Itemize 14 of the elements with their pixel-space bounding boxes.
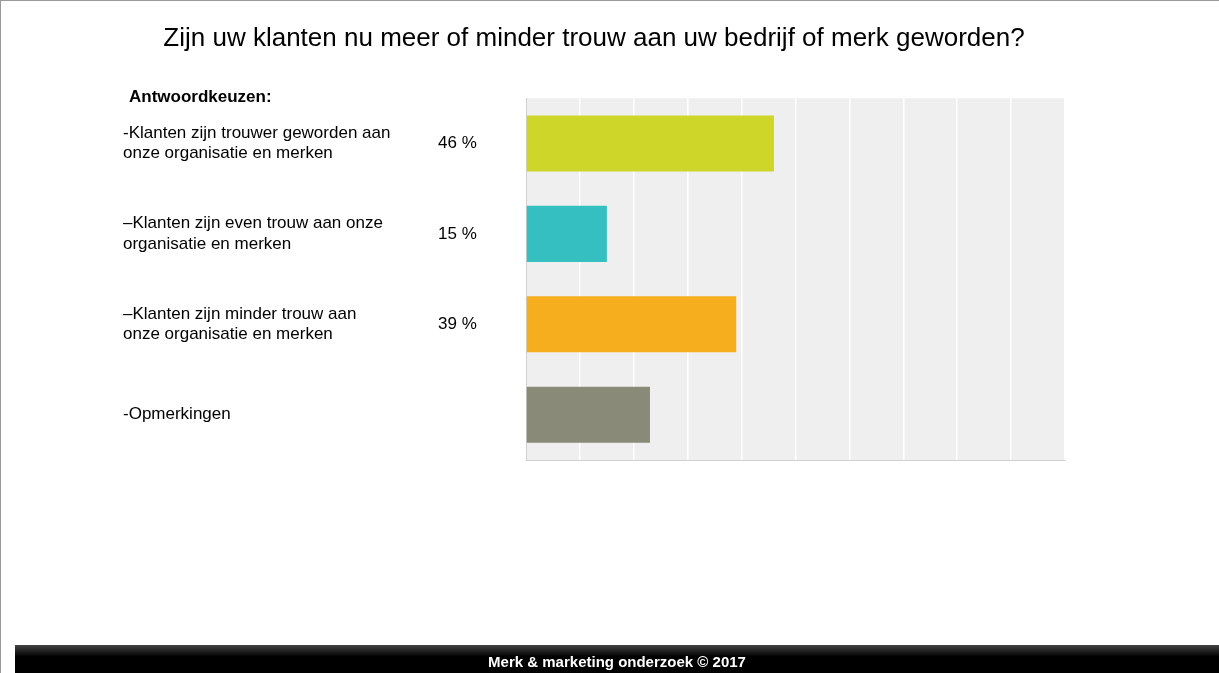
y-tick-label: –Klanten zijn minder trouw aan onze organisatie en merken (123, 303, 357, 344)
bar (526, 205, 607, 262)
data-label: 46 % (438, 133, 477, 153)
text: Antwoordkeuzen: (129, 87, 272, 107)
bar (526, 115, 774, 172)
chart-title: Zijn uw klanten nu meer of minder trouw aan uw bedrijf of merk geworden? (163, 21, 1025, 52)
data-label: 15 % (438, 223, 477, 243)
bar (526, 296, 737, 353)
data-label: 39 % (438, 314, 477, 334)
y-tick-label: -Klanten zijn trouwer geworden aan onze organisatie en merken (123, 122, 391, 163)
text: Merk & marketing onderzoek © 2017 (15, 645, 1219, 673)
bar (526, 386, 650, 443)
y-tick-label: -Opmerkingen (123, 404, 231, 424)
y-tick-label: –Klanten zijn even trouw aan onze organisatie en merken (123, 213, 383, 253)
